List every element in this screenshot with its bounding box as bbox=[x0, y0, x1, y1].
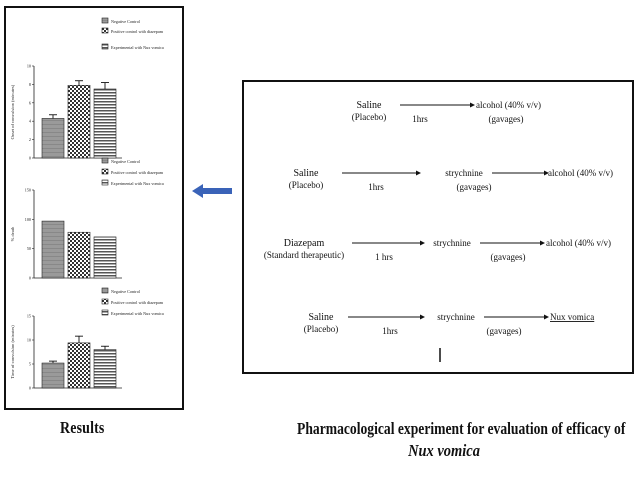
gavage-label: (gavages) bbox=[491, 252, 526, 262]
y-axis-label: Time of convulsion (minutes) bbox=[10, 325, 15, 379]
arrow-head-icon bbox=[470, 102, 475, 108]
end-treatment-label: alcohol (40% v/v) bbox=[546, 238, 611, 248]
arrow-head-icon bbox=[544, 170, 549, 176]
y-tick-label: 8 bbox=[29, 82, 31, 87]
y-tick-label: 15 bbox=[27, 314, 31, 319]
treatment-label: Saline bbox=[294, 168, 320, 179]
time-label: 1hrs bbox=[412, 114, 428, 124]
treatment-label: Diazepam bbox=[284, 238, 325, 249]
y-tick-label: 100 bbox=[25, 217, 31, 222]
figure-caption-line1: Pharmacological experiment for evaluatio… bbox=[297, 419, 626, 438]
y-axis-label: % death bbox=[10, 226, 15, 241]
gavage-label: (gavages) bbox=[487, 326, 522, 336]
legend-swatch bbox=[101, 298, 109, 305]
y-tick-label: 2 bbox=[29, 137, 31, 142]
time-label: 1hrs bbox=[368, 182, 384, 192]
y-tick-label: 0 bbox=[29, 276, 31, 281]
arrow-head-icon bbox=[416, 170, 421, 176]
legend-label: Positive control with diazepam bbox=[111, 170, 164, 175]
chart-2: Negative Control Positive control with di… bbox=[10, 157, 164, 281]
arrow-head-icon bbox=[420, 240, 425, 246]
strychnine-label: strychnine bbox=[437, 312, 475, 322]
arrow-head-icon bbox=[544, 314, 549, 320]
bar bbox=[93, 349, 117, 389]
legend-swatch bbox=[101, 27, 109, 34]
y-tick-label: 50 bbox=[27, 246, 31, 251]
legend-label: Positive control with diazepam bbox=[111, 29, 164, 34]
bar bbox=[41, 362, 65, 389]
legend-label: Negative Control bbox=[111, 19, 141, 24]
results-caption: Results bbox=[60, 418, 105, 437]
treatment-label: Saline bbox=[309, 312, 335, 323]
y-tick-label: 6 bbox=[29, 100, 31, 105]
y-axis-label: Onset of convulsion (minutes) bbox=[10, 84, 15, 139]
y-tick-label: 10 bbox=[27, 338, 31, 343]
end-treatment-label: Nux vomica bbox=[550, 312, 594, 322]
bar bbox=[41, 118, 65, 159]
protocol-row-4: Saline(Placebo) 1hrs strychnine Nux vomica (… bbox=[304, 312, 594, 336]
legend-label: Negative Control bbox=[111, 289, 141, 294]
treatment-sublabel: (Placebo) bbox=[352, 112, 386, 122]
chart-1: Negative Control Positive control with di… bbox=[10, 17, 164, 161]
protocol-row-1: Saline(Placebo) 1hrs alcohol (40% v/v) (gav… bbox=[352, 100, 541, 124]
legend-swatch bbox=[101, 287, 109, 294]
bar bbox=[67, 342, 91, 389]
end-treatment-label: alcohol (40% v/v) bbox=[548, 168, 613, 178]
bar bbox=[41, 220, 65, 279]
end-treatment-label: alcohol (40% v/v) bbox=[476, 100, 541, 110]
legend-label: Experimental with Nux vomica bbox=[111, 311, 164, 316]
legend-label: Positive control with diazepam bbox=[111, 300, 164, 305]
legend-swatch bbox=[101, 43, 109, 50]
legend-label: Experimental with Nux vomica bbox=[111, 181, 164, 186]
strychnine-label: strychnine bbox=[445, 168, 483, 178]
arrow-head-icon bbox=[540, 240, 545, 246]
gavage-label: (gavages) bbox=[489, 114, 524, 124]
legend-label: Negative Control bbox=[111, 159, 141, 164]
protocol-row-3: Diazepam(Standard therapeutic) 1 hrs stryc… bbox=[264, 238, 611, 262]
protocol-panel: Saline (Placebo) 1hrs alcohol (40% v/v) (gav… bbox=[242, 80, 634, 374]
y-tick-label: 5 bbox=[29, 362, 31, 367]
legend-swatch bbox=[101, 157, 109, 164]
bar bbox=[67, 231, 91, 279]
strychnine-label: strychnine bbox=[433, 238, 471, 248]
legend-swatch bbox=[101, 17, 109, 24]
y-tick-label: 10 bbox=[27, 64, 31, 69]
bar bbox=[93, 88, 117, 159]
results-charts: Negative Control Positive control with di… bbox=[10, 17, 164, 391]
y-tick-label: 150 bbox=[25, 188, 31, 193]
legend-label: Experimental with Nux vomica bbox=[111, 45, 164, 50]
treatment-sublabel: (Placebo) bbox=[289, 180, 323, 190]
gavage-label: (gavages) bbox=[457, 182, 492, 192]
y-tick-label: 0 bbox=[29, 156, 31, 161]
legend-swatch bbox=[101, 309, 109, 316]
treatment-sublabel: (Standard therapeutic) bbox=[264, 250, 344, 260]
treatment-label: Saline bbox=[357, 100, 383, 111]
chart-3: Negative Control Positive control with di… bbox=[10, 287, 164, 391]
time-label: 1hrs bbox=[382, 326, 398, 336]
figure-caption-line2: Nux vomica bbox=[408, 441, 480, 460]
treatment-sublabel: (Placebo) bbox=[304, 324, 338, 334]
arrow-head-icon bbox=[420, 314, 425, 320]
left-arrow-icon bbox=[192, 184, 232, 198]
time-label: 1 hrs bbox=[375, 252, 393, 262]
legend-swatch bbox=[101, 168, 109, 175]
bar bbox=[67, 85, 91, 159]
y-tick-label: 4 bbox=[29, 119, 32, 124]
bar bbox=[93, 236, 117, 279]
results-panel: Negative Control Positive control with di… bbox=[4, 6, 184, 410]
legend-swatch bbox=[101, 179, 109, 186]
protocol-row-2: Saline(Placebo) 1hrs strychnine alcohol (40… bbox=[289, 168, 613, 192]
figure-caption: Pharmacological experiment for evaluatio… bbox=[256, 418, 632, 462]
y-tick-label: 0 bbox=[29, 386, 31, 391]
